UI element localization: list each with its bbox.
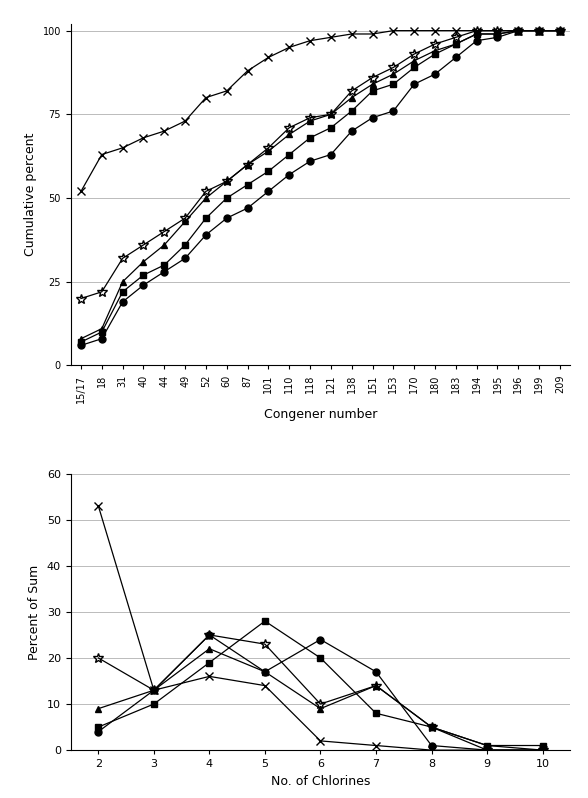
X-axis label: No. of Chlorines: No. of Chlorines [270, 775, 370, 788]
X-axis label: Congener number: Congener number [264, 408, 377, 421]
Y-axis label: Percent of Sum: Percent of Sum [28, 564, 41, 659]
Y-axis label: Cumulative percent: Cumulative percent [24, 133, 37, 256]
